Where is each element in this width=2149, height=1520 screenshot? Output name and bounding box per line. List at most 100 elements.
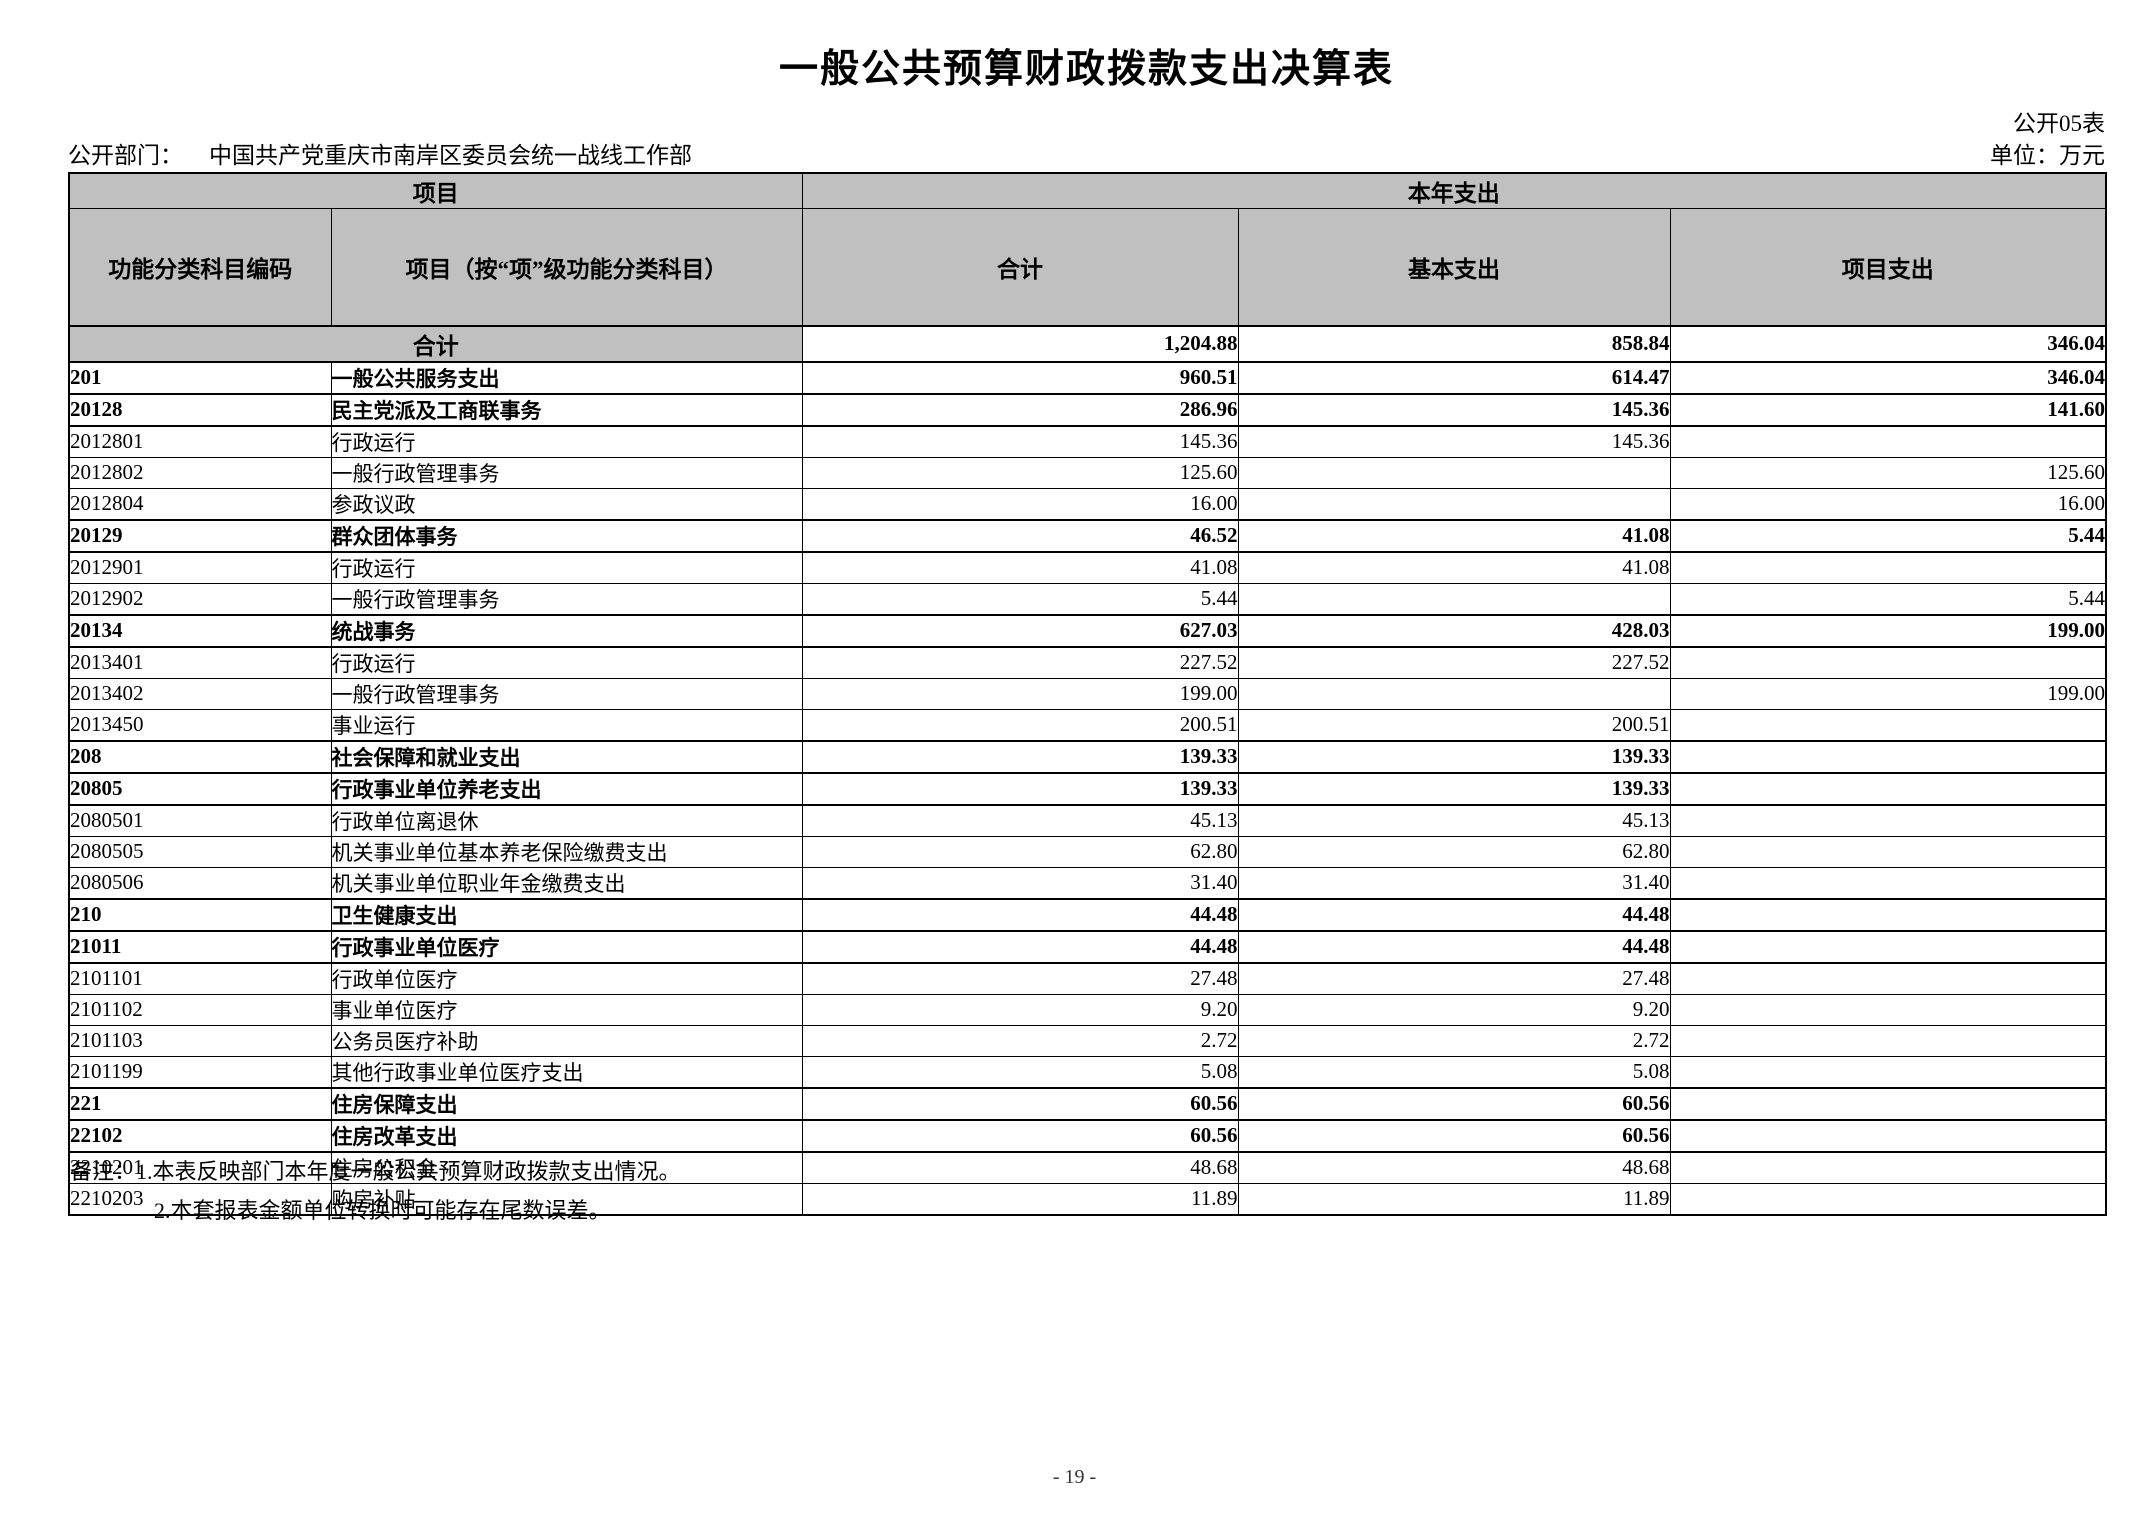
table-header: 项目 本年支出 功能分类科目编码 项目（按“项”级功能分类科目） 合计 基本支出… [68,172,2107,326]
row-total: 60.56 [801,1086,1239,1121]
row-name: 公务员医疗补助 [330,1024,803,1057]
row-code: 2101101 [68,962,332,995]
row-code: 2101199 [68,1055,332,1088]
row-name: 参政议政 [330,487,803,520]
grand-total-total: 1,204.88 [801,324,1239,363]
row-name: 行政运行 [330,646,803,679]
header-col-total: 合计 [801,208,1239,326]
row-basic: 41.08 [1237,518,1671,553]
row-code: 22102 [68,1118,332,1153]
grand-total-project: 346.04 [1669,324,2107,363]
row-code: 2210203 [68,1182,332,1215]
row-code: 2012902 [68,582,332,615]
row-name: 行政运行 [330,425,803,458]
department-name: 中国共产党重庆市南岸区委员会统一战线工作部 [209,143,692,168]
row-basic: 41.08 [1237,551,1671,584]
table-row: 2101102 事业单位医疗 9.20 9.20 [68,993,2107,1026]
row-project [1669,835,2107,868]
row-name: 住房改革支出 [330,1118,803,1153]
header-columns-row: 功能分类科目编码 项目（按“项”级功能分类科目） 合计 基本支出 项目支出 [68,208,2107,326]
row-project [1669,1182,2107,1215]
row-basic: 139.33 [1237,771,1671,806]
table-row: 210 卫生健康支出 44.48 44.48 [68,897,2107,932]
row-code: 2012901 [68,551,332,584]
row-project: 199.00 [1669,613,2107,648]
row-total: 227.52 [801,646,1239,679]
row-basic: 614.47 [1237,360,1671,395]
table-row: 20128 民主党派及工商联事务 286.96 145.36 141.60 [68,392,2107,427]
table-row: 20805 行政事业单位养老支出 139.33 139.33 [68,771,2107,806]
row-name: 一般行政管理事务 [330,582,803,615]
table-row: 2101101 行政单位医疗 27.48 27.48 [68,962,2107,995]
row-total: 45.13 [801,804,1239,837]
row-project [1669,771,2107,806]
row-basic: 27.48 [1237,962,1671,995]
row-name: 卫生健康支出 [330,897,803,932]
row-code: 20129 [68,518,332,553]
row-total: 960.51 [801,360,1239,395]
row-basic: 45.13 [1237,804,1671,837]
row-name: 其他行政事业单位医疗支出 [330,1055,803,1088]
row-total: 44.48 [801,897,1239,932]
row-project: 125.60 [1669,456,2107,489]
row-total: 2.72 [801,1024,1239,1057]
row-code: 201 [68,360,332,395]
header-group-year: 本年支出 [801,172,2107,209]
table-row: 2012804 参政议政 16.00 16.00 [68,487,2107,520]
row-total: 11.89 [801,1182,1239,1215]
table-row: 2012901 行政运行 41.08 41.08 [68,551,2107,584]
row-total: 46.52 [801,518,1239,553]
row-basic: 60.56 [1237,1086,1671,1121]
table-row: 20129 群众团体事务 46.52 41.08 5.44 [68,518,2107,553]
row-basic [1237,456,1671,489]
header-group-item: 项目 [68,172,803,209]
row-project [1669,1086,2107,1121]
row-basic: 139.33 [1237,739,1671,774]
row-total: 44.48 [801,929,1239,964]
row-project [1669,804,2107,837]
row-total: 139.33 [801,771,1239,806]
row-basic: 145.36 [1237,425,1671,458]
row-project [1669,897,2107,932]
row-name: 住房公积金 [330,1151,803,1184]
row-total: 286.96 [801,392,1239,427]
row-basic: 31.40 [1237,866,1671,899]
row-project: 199.00 [1669,677,2107,710]
row-code: 20128 [68,392,332,427]
row-name: 社会保障和就业支出 [330,739,803,774]
row-project [1669,962,2107,995]
row-total: 145.36 [801,425,1239,458]
row-project [1669,425,2107,458]
header-col-project: 项目支出 [1669,208,2107,326]
row-code: 2013450 [68,708,332,741]
row-total: 31.40 [801,866,1239,899]
row-basic: 48.68 [1237,1151,1671,1184]
row-basic: 5.08 [1237,1055,1671,1088]
table-row: 2101103 公务员医疗补助 2.72 2.72 [68,1024,2107,1057]
row-basic: 200.51 [1237,708,1671,741]
row-name: 群众团体事务 [330,518,803,553]
row-basic: 44.48 [1237,929,1671,964]
page-title: 一般公共预算财政拨款支出决算表 [778,48,1394,91]
table-code-label: 公开05表 [2013,111,2105,136]
row-total: 125.60 [801,456,1239,489]
row-basic: 11.89 [1237,1182,1671,1215]
row-project: 141.60 [1669,392,2107,427]
row-name: 住房保障支出 [330,1086,803,1121]
row-total: 5.44 [801,582,1239,615]
table-row: 2012801 行政运行 145.36 145.36 [68,425,2107,458]
row-basic: 428.03 [1237,613,1671,648]
row-basic: 2.72 [1237,1024,1671,1057]
table-row: 2012902 一般行政管理事务 5.44 5.44 [68,582,2107,615]
row-code: 221 [68,1086,332,1121]
row-total: 62.80 [801,835,1239,868]
row-name: 一般行政管理事务 [330,456,803,489]
row-code: 2210201 [68,1151,332,1184]
row-project: 346.04 [1669,360,2107,395]
row-project [1669,646,2107,679]
table-row: 2080505 机关事业单位基本养老保险缴费支出 62.80 62.80 [68,835,2107,868]
row-basic: 60.56 [1237,1118,1671,1153]
row-basic [1237,677,1671,710]
row-project [1669,1024,2107,1057]
row-code: 2012801 [68,425,332,458]
